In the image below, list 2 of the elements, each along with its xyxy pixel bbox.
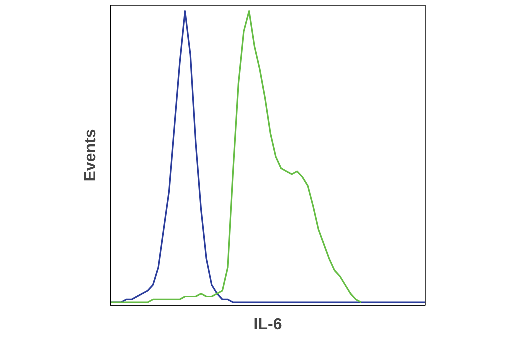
x-axis-title: IL-6: [254, 316, 282, 334]
y-axis-title: Events: [82, 129, 100, 182]
